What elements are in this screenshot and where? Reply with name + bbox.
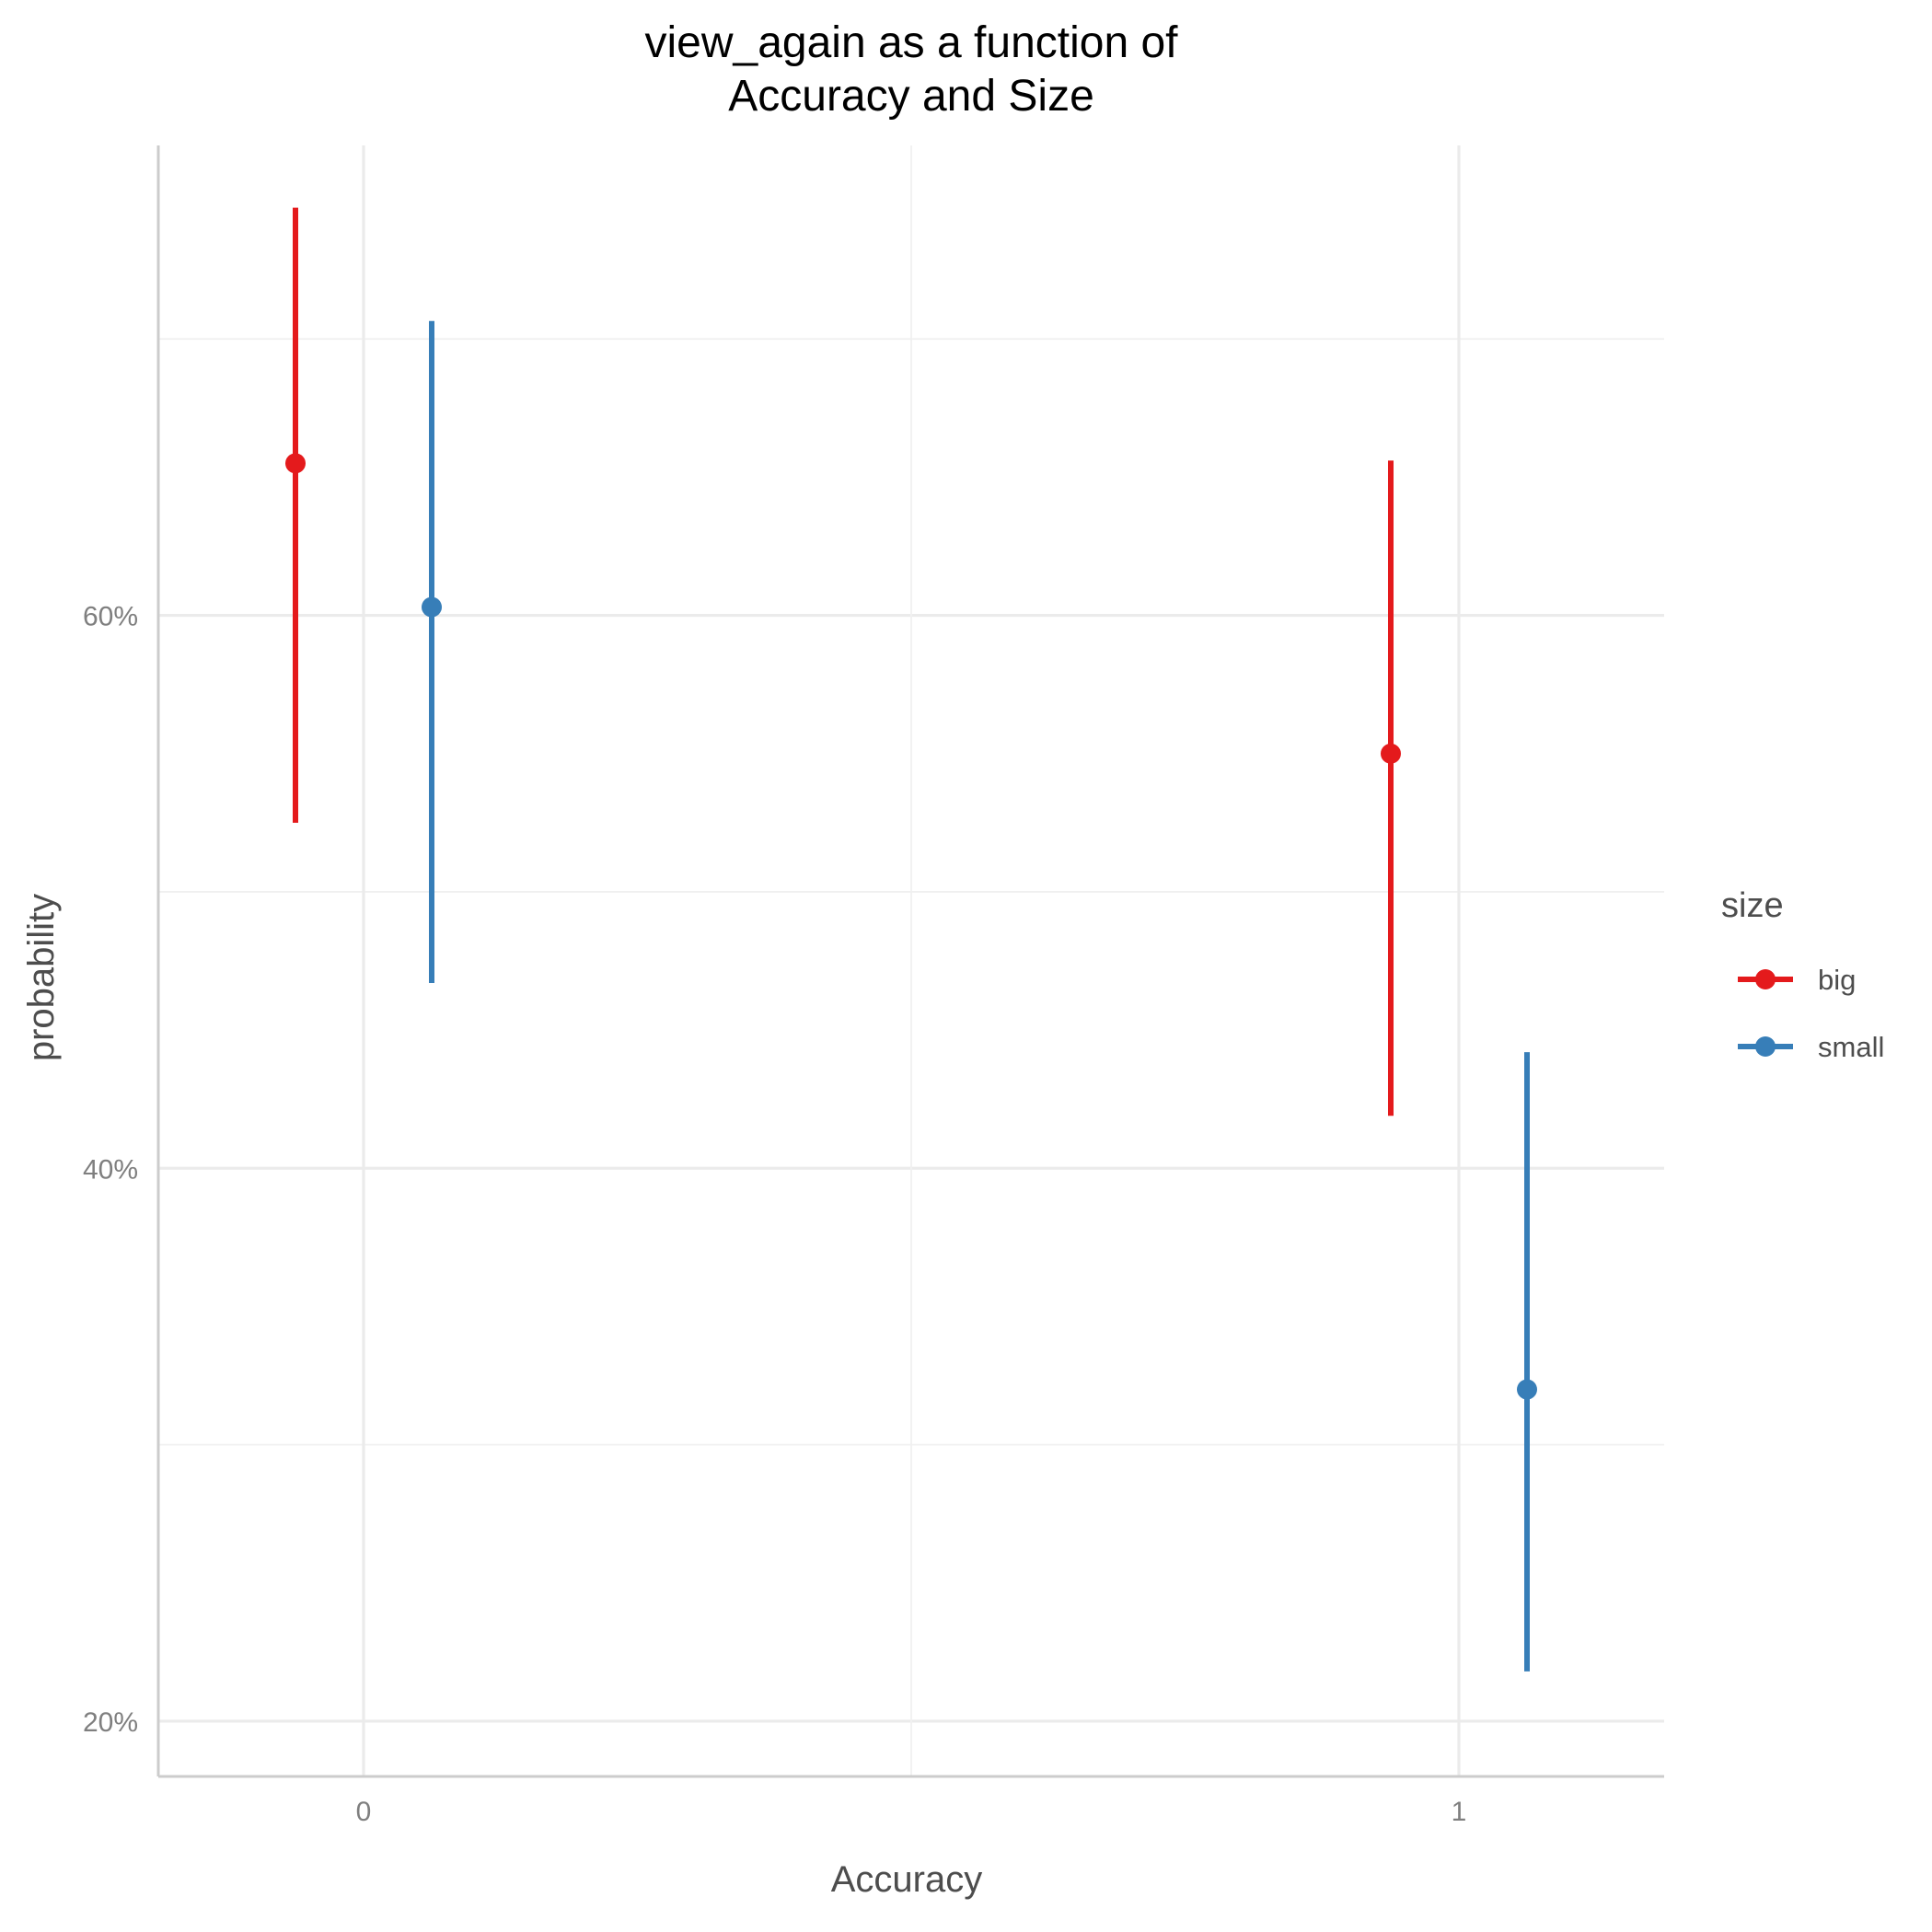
x-tick-label-0: 0	[356, 1797, 372, 1827]
x-axis-title: Accuracy	[831, 1859, 983, 1900]
grid	[158, 145, 1664, 1776]
y-tick-label-2: 60%	[83, 602, 138, 632]
legend-key-point-big	[1755, 969, 1776, 989]
point-small-1	[1517, 1379, 1537, 1400]
chart-title-line-2: Accuracy and Size	[728, 72, 1094, 121]
legend-label-big: big	[1818, 964, 1856, 996]
legend-title: size	[1721, 886, 1784, 925]
data-marks	[285, 207, 1537, 1672]
y-tick-label-0: 20%	[83, 1707, 138, 1738]
x-tick-label-1: 1	[1452, 1797, 1467, 1827]
point-big-0	[285, 453, 306, 474]
axes	[156, 145, 1664, 1778]
y-tick-label-1: 40%	[83, 1154, 138, 1185]
point-small-0	[422, 596, 442, 618]
chart-title-line-1: view_again as a function of	[644, 18, 1178, 67]
y-tick-labels: 20% 40% 60%	[83, 602, 138, 1738]
legend: size big small	[1721, 886, 1884, 1063]
legend-key-point-small	[1755, 1036, 1776, 1057]
y-axis-title: probability	[21, 894, 62, 1061]
legend-label-small: small	[1818, 1031, 1884, 1063]
point-big-1	[1381, 743, 1401, 764]
